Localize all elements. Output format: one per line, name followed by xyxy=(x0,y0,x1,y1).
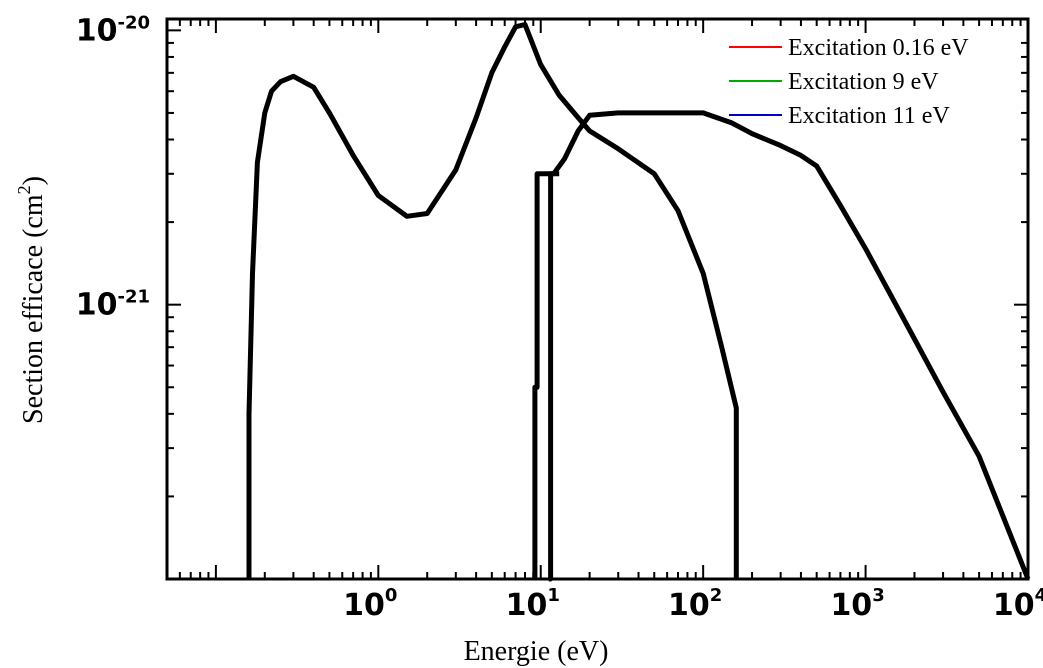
curves xyxy=(246,22,1031,582)
x-tick-label: 100 xyxy=(343,585,397,623)
series-line-2 xyxy=(532,110,1031,580)
y-tick-label: 10-21 xyxy=(76,287,150,323)
legend-label: Excitation 9 eV xyxy=(788,69,939,95)
legend-label: Excitation 0.16 eV xyxy=(788,35,969,61)
series-line-3 xyxy=(548,171,560,582)
y-axis-title-sup: 2 xyxy=(14,185,34,194)
x-tick-label: 104 xyxy=(993,585,1043,623)
x-tick-label: 101 xyxy=(506,585,560,623)
x-tick-label: 102 xyxy=(668,585,722,623)
y-tick-label: 10-20 xyxy=(76,12,150,48)
y-tick-labels: 10-20 10-21 xyxy=(76,12,150,322)
legend: Excitation 0.16 eV Excitation 9 eV Excitat… xyxy=(729,35,969,129)
legend-label: Excitation 11 eV xyxy=(788,103,950,129)
y-axis-title: Section efficace (cm2) xyxy=(14,176,49,424)
x-axis-title: Energie (eV) xyxy=(464,636,609,667)
y-axis-title-main: Section efficace (cm xyxy=(18,194,49,424)
x-tick-label: 103 xyxy=(830,585,884,623)
series-line-1 xyxy=(246,22,739,579)
plot-frame xyxy=(165,17,1030,581)
minor-ticks xyxy=(166,19,1028,580)
y-axis-title-close: ) xyxy=(18,176,49,185)
x-tick-labels: 100 101 102 103 104 xyxy=(343,585,1043,623)
